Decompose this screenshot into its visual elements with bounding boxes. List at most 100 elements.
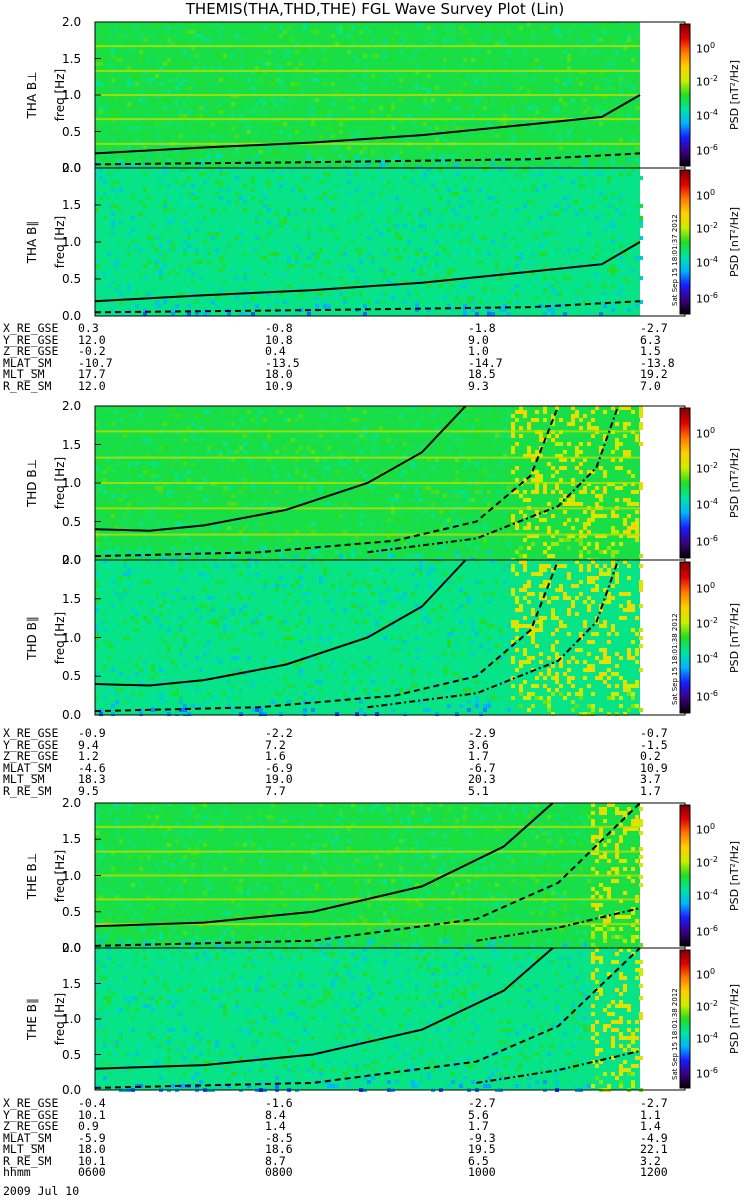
ephemeris-value: 3.2 bbox=[640, 1153, 661, 1168]
y-axis-probe-label: THE B∥ bbox=[25, 998, 39, 1040]
colorbar bbox=[679, 561, 691, 714]
y-tick-label: 1.5 bbox=[62, 437, 82, 452]
y-axis-unit-label: freq [Hz] bbox=[53, 611, 67, 664]
ephemeris-value: -4.9 bbox=[640, 1130, 668, 1145]
ephemeris-label: Z_RE_GSE bbox=[3, 344, 59, 358]
spectrogram-panel-5 bbox=[94, 802, 686, 951]
ephemeris-value: 10.1 bbox=[78, 1153, 106, 1168]
ephemeris-value: 0800 bbox=[265, 1165, 293, 1179]
spectrogram-panel-4 bbox=[94, 559, 686, 716]
ephemeris-value: -5.9 bbox=[78, 1130, 106, 1145]
ephemeris-label: Y_RE_GSE bbox=[3, 1107, 59, 1122]
colorbar-tick-label: 10-2 bbox=[696, 855, 718, 870]
ephemeris-value: 18.6 bbox=[265, 1142, 293, 1156]
colorbar-tick-label: 10-6 bbox=[696, 534, 718, 550]
ephemeris-value: 1.1 bbox=[640, 1107, 661, 1122]
colorbar bbox=[679, 407, 691, 559]
y-axis-probe-label: THA B∥ bbox=[25, 220, 39, 264]
y-tick-label: 1.5 bbox=[62, 976, 82, 991]
colorbar-tick-label: 10-2 bbox=[696, 615, 718, 631]
ephemeris-value: -9.3 bbox=[468, 1130, 496, 1145]
ephemeris-value: 18.0 bbox=[265, 367, 293, 381]
spectrogram-panel-6 bbox=[94, 947, 686, 1092]
ephemeris-value: 7.0 bbox=[640, 378, 661, 393]
ephemeris-value: 1.5 bbox=[640, 344, 661, 358]
colorbar-label: PSD [nT²/Hz] bbox=[728, 206, 741, 278]
colorbar-tick-label: 10-2 bbox=[696, 461, 718, 477]
y-tick-label: 0.5 bbox=[62, 904, 82, 919]
ephemeris-value: -13.8 bbox=[640, 355, 675, 370]
ephemeris-value: 0600 bbox=[78, 1165, 106, 1179]
dashed-curve bbox=[94, 559, 560, 713]
ephemeris-value: 0.2 bbox=[640, 749, 661, 763]
ephemeris-value: 8.7 bbox=[265, 1153, 286, 1168]
y-tick-label: 1.0 bbox=[62, 476, 82, 490]
ephemeris-value: -0.4 bbox=[78, 1096, 106, 1110]
ephemeris-value: 3.7 bbox=[640, 772, 661, 786]
colorbar-label: PSD [nT²/Hz] bbox=[728, 59, 741, 131]
solid-curve bbox=[94, 947, 554, 1070]
ephemeris-value: 6.5 bbox=[468, 1153, 489, 1168]
y-tick-label: 2.0 bbox=[62, 15, 82, 29]
ephemeris-label: Y_RE_GSE bbox=[3, 737, 59, 752]
ephemeris-value: 10.9 bbox=[265, 378, 293, 393]
ephemeris-value: -2.2 bbox=[265, 726, 293, 740]
ephemeris-value: 7.7 bbox=[265, 783, 286, 798]
ephemeris-value: 18.0 bbox=[78, 1142, 106, 1156]
ephemeris-value: -2.7 bbox=[640, 1096, 668, 1110]
ephemeris-value: 1.7 bbox=[468, 1119, 489, 1133]
ephemeris-value: 9.4 bbox=[78, 737, 99, 752]
colorbar-tick-label: 10-6 bbox=[696, 689, 718, 705]
ephemeris-value: 1000 bbox=[468, 1165, 496, 1179]
ephemeris-value: -1.8 bbox=[468, 321, 496, 335]
ephemeris-value: 6.3 bbox=[640, 332, 661, 347]
colorbar-tick-label: 100 bbox=[696, 426, 716, 442]
ephemeris-value: -2.9 bbox=[468, 726, 496, 740]
colorbar-tick-label: 100 bbox=[696, 187, 716, 203]
colorbar-label: PSD [nT²/Hz] bbox=[728, 840, 741, 911]
ephemeris-label: R_RE_SM bbox=[3, 783, 52, 798]
y-tick-label: 0.0 bbox=[62, 1083, 82, 1097]
colorbar-tick-label: 10-4 bbox=[696, 1031, 718, 1046]
ephemeris-label: Y_RE_GSE bbox=[3, 332, 59, 347]
y-tick-label: 0.0 bbox=[62, 309, 82, 323]
ephemeris-value: 10.9 bbox=[640, 760, 668, 775]
ephemeris-label: MLAT_SM bbox=[3, 760, 52, 775]
ephemeris-value: 5.1 bbox=[468, 783, 489, 798]
spectrogram-panel-1 bbox=[94, 21, 686, 170]
colorbar-tick-label: 100 bbox=[696, 822, 716, 837]
y-tick-label: 2.0 bbox=[62, 796, 82, 810]
colorbar bbox=[679, 804, 691, 947]
ephemeris-label: MLAT_SM bbox=[3, 1130, 52, 1145]
timestamp-stamp: Sat Sep 15 18:01:38 2012 bbox=[671, 613, 679, 705]
ephemeris-value: -2.7 bbox=[468, 1096, 496, 1110]
ephemeris-label: X_RE_GSE bbox=[3, 321, 59, 335]
y-tick-label: 1.5 bbox=[62, 51, 82, 66]
ephemeris-value: 1.6 bbox=[265, 749, 286, 763]
ephemeris-value: 9.0 bbox=[468, 332, 489, 347]
ephemeris-value: 0.4 bbox=[265, 344, 286, 358]
ephemeris-value: 12.0 bbox=[78, 332, 106, 347]
ephemeris-value: -0.8 bbox=[265, 321, 293, 335]
y-axis-probe-label: THA B⊥ bbox=[25, 71, 39, 119]
ephemeris-value: 1.4 bbox=[640, 1119, 661, 1133]
ephemeris-value: 5.6 bbox=[468, 1107, 489, 1122]
ephemeris-label: Z_RE_GSE bbox=[3, 749, 59, 763]
spectrogram-panel-3 bbox=[94, 405, 686, 562]
timestamp-stamp: Sat Sep 15 18:01:37 2012 bbox=[671, 214, 679, 306]
ephemeris-label: R_RE_SM bbox=[3, 1153, 52, 1168]
ephemeris-value: 20.3 bbox=[468, 772, 496, 786]
y-axis-unit-label: freq [Hz] bbox=[53, 215, 67, 269]
ephemeris-label: X_RE_GSE bbox=[3, 726, 59, 740]
ephemeris-value: 12.0 bbox=[78, 378, 106, 393]
y-tick-label: 0.5 bbox=[62, 1047, 82, 1062]
colorbar bbox=[679, 949, 691, 1089]
y-tick-label: 1.5 bbox=[62, 591, 82, 606]
ephemeris-value: 17.7 bbox=[78, 367, 106, 381]
ephemeris-value: 19.0 bbox=[265, 772, 293, 786]
ephemeris-value: 22.1 bbox=[640, 1142, 668, 1156]
y-tick-label: 0.5 bbox=[62, 124, 82, 139]
y-tick-label: 1.0 bbox=[62, 1012, 82, 1026]
colorbar-label: PSD [nT²/Hz] bbox=[728, 983, 741, 1055]
y-axis-unit-label: freq [Hz] bbox=[53, 68, 67, 122]
